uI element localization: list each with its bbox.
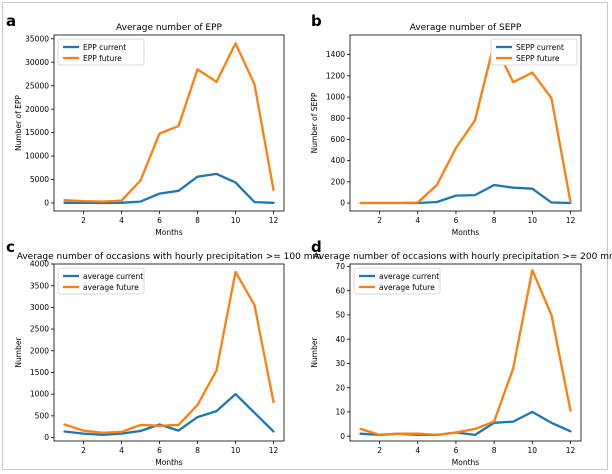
- panel-a-y-tick-label: 30000: [25, 58, 49, 67]
- panel-c-y-tick-label: 3500: [30, 281, 49, 290]
- panel-d-legend-label-1: average current: [379, 272, 439, 281]
- panel-b-x-tick-label: 8: [492, 216, 497, 225]
- panel-b-x-tick-label: 4: [415, 216, 420, 225]
- panel-a-legend-box: [57, 38, 145, 66]
- panel-d-y-tick-label: 70: [335, 262, 345, 271]
- panel-c-x-axis-label: Months: [155, 458, 183, 467]
- panel-d-x-tick-label: 4: [415, 446, 420, 455]
- panel-d-y-axis-label: Number: [310, 337, 319, 368]
- panel-a-letter: a: [6, 12, 16, 30]
- panel-c-y-axis-label: Number: [14, 337, 23, 368]
- panel-a-y-tick-label: 35000: [25, 34, 49, 43]
- panel-b-x-tick-label: 2: [377, 216, 382, 225]
- panel-d-y-tick-label: 50: [335, 311, 345, 320]
- panel-d-x-axis-label: Months: [452, 458, 480, 467]
- panel-a-x-tick-label: 8: [195, 216, 200, 225]
- panel-d-legend-label-2: average future: [379, 283, 435, 292]
- panel-d-letter: d: [311, 238, 322, 256]
- panel-b-title: Average number of SEPP: [410, 23, 522, 33]
- panel-b-y-tick-label: 0: [340, 199, 345, 208]
- panel-b-x-tick-label: 12: [566, 216, 576, 225]
- panel-a-x-axis-label: Months: [155, 228, 183, 237]
- panel-c-y-tick-label: 1500: [30, 368, 49, 377]
- panel-d-y-tick-label: 20: [335, 383, 345, 392]
- panel-d-x-tick-label: 12: [566, 446, 576, 455]
- panel-c-legend-label-1: average current: [83, 272, 143, 281]
- panel-c-x-tick-label: 2: [81, 446, 86, 455]
- panel-b-x-axis-label: Months: [452, 228, 480, 237]
- panel-d-title: Average number of occasions with hourly …: [313, 252, 612, 262]
- panel-c-axes-frame: [53, 263, 285, 442]
- panel-c-legend-box: [57, 267, 145, 295]
- panel-c-y-tick-label: 0: [44, 433, 49, 442]
- panel-c-series-line-2: [63, 270, 275, 434]
- panel-c-y-tick-label: 2500: [30, 325, 49, 334]
- panel-b-y-axis-label: Number of SEPP: [310, 92, 319, 153]
- panel-c-x-tick-label: 6: [157, 446, 162, 455]
- panel-b-letter: b: [311, 12, 322, 30]
- panel-a-y-axis-label: Number of EPP: [14, 95, 23, 151]
- panel-a-y-tick-label: 25000: [25, 81, 49, 90]
- panel-c-x-tick-label: 8: [195, 446, 200, 455]
- panel-d-x-tick-label: 6: [454, 446, 459, 455]
- panel-b-series-line-1: [359, 183, 572, 205]
- panel-d-legend-box: [353, 267, 441, 295]
- panel-a-axes-frame: [53, 34, 285, 212]
- panel-a-y-tick-label: 15000: [25, 128, 49, 137]
- panel-d-series-line-2: [359, 268, 572, 437]
- panel-c-y-tick-label: 3000: [30, 303, 49, 312]
- panel-c-y-tick-label: 4000: [30, 260, 49, 269]
- panel-b-series-line-2: [359, 41, 572, 205]
- panel-d-x-tick-label: 8: [492, 446, 497, 455]
- panel-a-y-tick-label: 5000: [30, 175, 49, 184]
- panel-b-x-tick-label: 10: [528, 216, 538, 225]
- panel-c-title: Average number of occasions with hourly …: [17, 252, 322, 262]
- figure-frame: [2, 2, 608, 470]
- panel-d-y-tick-label: 60: [335, 286, 345, 295]
- panel-b-y-tick-label: 400: [331, 156, 346, 165]
- panel-c-series-line-1: [63, 392, 275, 437]
- panel-c-letter: c: [6, 238, 15, 256]
- panel-d-x-tick-label: 10: [528, 446, 538, 455]
- panel-a-legend-label-2: EPP future: [83, 54, 122, 63]
- panel-a-series-line-2: [63, 42, 275, 203]
- panel-a-x-tick-label: 12: [269, 216, 279, 225]
- panel-d-x-tick-label: 2: [377, 446, 382, 455]
- panel-c-y-tick-label: 1000: [30, 390, 49, 399]
- panel-c-x-tick-label: 12: [269, 446, 279, 455]
- panel-a-y-tick-label: 10000: [25, 152, 49, 161]
- panel-d-axes-frame: [349, 263, 582, 442]
- panel-a-legend-label-1: EPP current: [83, 43, 126, 52]
- panel-a-x-tick-label: 2: [81, 216, 86, 225]
- panel-a-x-tick-label: 10: [231, 216, 241, 225]
- panel-b-y-tick-label: 600: [331, 135, 346, 144]
- panel-c-y-tick-label: 2000: [30, 346, 49, 355]
- panel-a-y-tick-label: 0: [44, 199, 49, 208]
- panel-b-x-tick-label: 6: [454, 216, 459, 225]
- panel-d-y-tick-label: 30: [335, 359, 345, 368]
- panel-a-x-tick-label: 4: [119, 216, 124, 225]
- panel-b-legend-label-1: SEPP current: [516, 43, 564, 52]
- panel-d-y-tick-label: 0: [340, 432, 345, 441]
- panel-b-axes-frame: [349, 34, 582, 212]
- panel-c-x-tick-label: 10: [231, 446, 241, 455]
- panel-c-x-tick-label: 4: [119, 446, 124, 455]
- panel-b-y-tick-label: 800: [331, 114, 346, 123]
- panel-c-y-tick-label: 500: [35, 411, 50, 420]
- panel-a-x-tick-label: 6: [157, 216, 162, 225]
- panel-d-y-tick-label: 10: [335, 408, 345, 417]
- panel-b-y-tick-label: 1200: [326, 71, 345, 80]
- panel-a-series-line-1: [63, 172, 275, 205]
- panel-b-y-tick-label: 1000: [326, 93, 345, 102]
- panel-a-title: Average number of EPP: [116, 23, 222, 33]
- panel-a-y-tick-label: 20000: [25, 105, 49, 114]
- panel-d-y-tick-label: 40: [335, 335, 345, 344]
- panel-b-y-tick-label: 1400: [326, 50, 345, 59]
- panel-b-legend-box: [490, 38, 578, 66]
- panel-c-legend-label-2: average future: [83, 283, 139, 292]
- panel-b-legend-label-2: SEPP future: [516, 54, 560, 63]
- panel-b-y-tick-label: 200: [331, 177, 346, 186]
